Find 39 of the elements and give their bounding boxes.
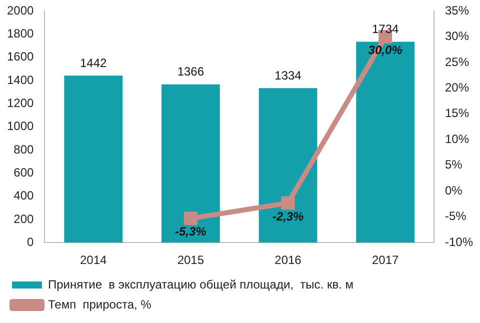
y-tick-label: 1200 xyxy=(6,96,34,110)
y-tick-label: 200 xyxy=(14,212,34,226)
data-label: -5,3% xyxy=(175,224,207,239)
y2-tick-label: -10% xyxy=(444,234,474,249)
y2-tick-label: 5% xyxy=(444,158,463,172)
bar xyxy=(161,84,220,243)
y-tick-label: 2000 xyxy=(6,3,34,18)
y2-tick-label: 35% xyxy=(444,3,470,18)
y2-tick-label: 25% xyxy=(444,54,470,69)
y2-tick-label: 30% xyxy=(444,29,470,44)
bar xyxy=(356,42,415,243)
bar xyxy=(258,88,318,243)
x-tick-label: 2015 xyxy=(177,253,204,268)
point xyxy=(184,212,198,226)
x-tick-label: 2016 xyxy=(274,253,302,268)
x-tick-label: 2014 xyxy=(80,253,108,268)
y-tick-label: 1000 xyxy=(6,119,34,134)
y-tick-label: 1600 xyxy=(6,50,34,64)
y2-tick-label: 0% xyxy=(444,183,463,198)
legend-label: Принятие в эксплуатацию общей площади, тыс. кв. м xyxy=(48,277,354,292)
y2-tick-label: 10% xyxy=(444,132,470,146)
data-label: 1442 xyxy=(80,56,108,70)
y-tick-label: 0 xyxy=(27,234,34,249)
data-label: 1734 xyxy=(372,22,399,36)
legend-label: Темп прироста, % xyxy=(48,297,152,312)
y-tick-label: 800 xyxy=(14,142,34,156)
data-label: 1366 xyxy=(177,64,204,79)
data-label: -2,3% xyxy=(272,209,304,224)
y-tick-label: 600 xyxy=(14,165,34,180)
y2-tick-label: -5% xyxy=(444,209,467,224)
y-tick-label: 1800 xyxy=(6,26,34,40)
y-tick-label: 1400 xyxy=(6,72,34,87)
x-tick-label: 2017 xyxy=(372,253,399,268)
y2-tick-label: 20% xyxy=(444,80,470,95)
point xyxy=(281,196,295,210)
data-label: 1334 xyxy=(274,68,302,82)
y2-tick-label: 15% xyxy=(444,106,470,120)
bar xyxy=(64,76,123,243)
y-tick-label: 400 xyxy=(14,188,34,203)
